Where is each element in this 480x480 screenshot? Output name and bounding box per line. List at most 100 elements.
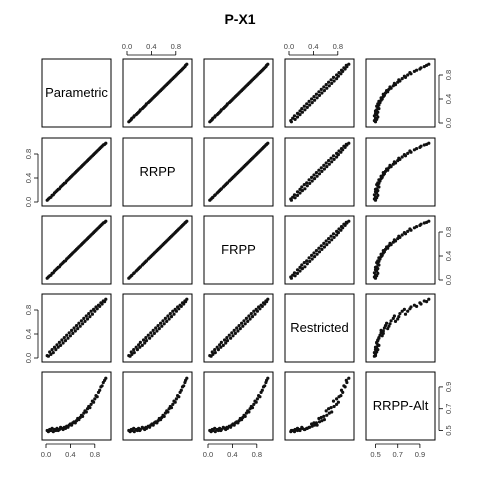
point-rrpp-vs-restricted-47	[344, 142, 348, 146]
point-rrpp-alt-vs-restricted-38	[336, 400, 340, 404]
point-rrpp-alt-vs-frpp-45	[263, 384, 267, 388]
point-restricted-vs-rrpp-47	[184, 300, 188, 304]
point-restricted-vs-rrpp-37	[172, 312, 176, 316]
panel-frpp-vs-frpp	[203, 215, 274, 285]
point-restricted-vs-rrpp-alt-21	[381, 331, 385, 335]
point-restricted-vs-frpp-21	[233, 331, 237, 335]
point-restricted-vs-frpp-7	[216, 348, 220, 352]
point-rrpp-vs-restricted-9	[298, 187, 302, 191]
panel-parametric-vs-frpp	[203, 58, 274, 128]
point-restricted-vs-rrpp-alt-25	[386, 327, 390, 331]
point-frpp-vs-restricted-27	[319, 244, 323, 248]
panel-rrpp-vs-rrpp-alt	[365, 137, 436, 207]
point-rrpp-alt-vs-parametric-32	[84, 410, 88, 414]
point-rrpp-vs-restricted-41	[337, 149, 341, 153]
point-parametric-vs-restricted-12	[305, 105, 309, 109]
point-parametric-vs-restricted-37	[331, 75, 336, 79]
point-parametric-vs-restricted-7	[295, 111, 300, 115]
point-rrpp-alt-vs-frpp-38	[254, 400, 258, 404]
point-restricted-vs-frpp-26	[240, 321, 244, 325]
point-restricted-vs-rrpp-alt-45	[419, 302, 423, 306]
point-restricted-vs-rrpp-39	[174, 309, 178, 313]
point-restricted-vs-parametric-15	[63, 339, 68, 343]
point-rrpp-alt-vs-restricted-11	[300, 425, 304, 429]
point-parametric-vs-restricted-20	[315, 96, 319, 100]
point-restricted-vs-frpp-9	[219, 345, 223, 349]
point-rrpp-alt-vs-restricted-32	[330, 410, 334, 414]
point-rrpp-alt-vs-parametric-38	[92, 400, 96, 404]
point-restricted-vs-parametric-33	[85, 317, 90, 321]
point-restricted-vs-parametric-30	[82, 316, 86, 320]
point-restricted-vs-rrpp-alt-15	[376, 339, 380, 343]
x-tick-label-bottom-frpp-2: 0.8	[252, 450, 262, 459]
point-restricted-vs-rrpp-16	[146, 333, 150, 337]
point-frpp-vs-rrpp-alt-35	[397, 234, 401, 238]
point-restricted-vs-rrpp-alt-9	[373, 345, 378, 349]
x-tick-label-bottom-parametric-1: 0.4	[65, 450, 75, 459]
point-restricted-vs-parametric-23	[73, 329, 77, 333]
point-restricted-vs-frpp-4	[213, 348, 217, 352]
point-rrpp-vs-restricted-28	[325, 165, 329, 169]
point-restricted-vs-rrpp-36	[171, 309, 175, 313]
x-tick-label-bottom-rrpp-alt-0: 0.5	[370, 450, 380, 459]
point-restricted-vs-frpp-20	[232, 328, 236, 332]
point-rrpp-vs-restricted-31	[324, 161, 328, 165]
x-tick-label-top-rrpp-1: 0.4	[146, 42, 156, 51]
point-parametric-vs-rrpp-alt-29	[388, 85, 392, 89]
point-restricted-vs-rrpp-alt-13	[375, 341, 379, 345]
point-frpp-vs-rrpp-alt-4	[376, 271, 380, 275]
point-restricted-vs-rrpp-27	[160, 324, 164, 328]
point-rrpp-alt-vs-parametric-41	[95, 395, 99, 399]
point-rrpp-vs-restricted-43	[339, 147, 344, 151]
point-rrpp-alt-vs-rrpp-15	[144, 426, 149, 430]
point-parametric-vs-restricted-34	[332, 79, 336, 83]
point-parametric-vs-restricted-48	[347, 62, 351, 66]
variable-label-restricted: Restricted	[290, 320, 349, 335]
point-parametric-vs-rrpp-alt-41	[408, 71, 412, 75]
point-restricted-vs-parametric-6	[52, 345, 57, 349]
point-rrpp-vs-restricted-7	[295, 190, 300, 194]
point-restricted-vs-rrpp-alt-41	[408, 307, 412, 311]
point-rrpp-vs-restricted-45	[342, 144, 346, 148]
point-frpp-vs-restricted-21	[312, 251, 316, 255]
point-frpp-vs-restricted-3	[291, 273, 295, 277]
point-restricted-vs-rrpp-alt-33	[396, 317, 400, 321]
point-rrpp-alt-vs-restricted-28	[325, 413, 329, 417]
point-restricted-vs-parametric-24	[74, 324, 79, 328]
point-parametric-vs-restricted-11	[300, 107, 304, 111]
point-rrpp-alt-vs-restricted-41	[337, 395, 341, 399]
point-restricted-vs-parametric-10	[57, 340, 62, 344]
point-parametric-vs-rrpp-alt-45	[419, 66, 423, 70]
point-restricted-vs-parametric-21	[71, 331, 75, 335]
point-restricted-vs-rrpp-35	[169, 315, 174, 319]
point-restricted-vs-rrpp-15	[144, 339, 149, 343]
point-rrpp-vs-restricted-13	[302, 183, 306, 187]
point-restricted-vs-parametric-32	[84, 314, 88, 318]
point-restricted-vs-frpp-2	[210, 350, 214, 354]
point-rrpp-alt-vs-frpp-3	[211, 428, 215, 433]
point-parametric-vs-restricted-39	[335, 73, 339, 77]
point-restricted-vs-rrpp-alt-35	[397, 315, 401, 319]
panel-rrpp-vs-parametric	[41, 137, 112, 207]
point-restricted-vs-rrpp-alt-24	[383, 324, 388, 328]
point-restricted-vs-rrpp-alt-23	[381, 329, 385, 333]
point-restricted-vs-frpp-30	[244, 316, 248, 320]
point-parametric-vs-restricted-13	[302, 104, 306, 108]
point-frpp-vs-restricted-17	[307, 256, 311, 260]
point-restricted-vs-rrpp-20	[151, 328, 155, 332]
point-restricted-vs-frpp-10	[219, 340, 223, 344]
variable-label-parametric: Parametric	[45, 85, 108, 100]
point-restricted-vs-frpp-5	[213, 351, 217, 355]
point-restricted-vs-rrpp-34	[168, 312, 172, 316]
point-restricted-vs-rrpp-32	[166, 314, 170, 318]
panel-restricted-vs-restricted	[284, 293, 355, 363]
point-rrpp-alt-vs-frpp-35	[250, 406, 255, 410]
point-restricted-vs-parametric-31	[83, 319, 87, 323]
point-rrpp-alt-vs-frpp-4	[213, 426, 217, 430]
panel-parametric-vs-parametric	[41, 58, 112, 128]
point-parametric-vs-rrpp-alt-32	[392, 81, 396, 85]
point-frpp-vs-restricted-41	[337, 227, 341, 231]
point-frpp-vs-restricted-20	[315, 252, 319, 256]
point-restricted-vs-rrpp-18	[149, 331, 153, 335]
